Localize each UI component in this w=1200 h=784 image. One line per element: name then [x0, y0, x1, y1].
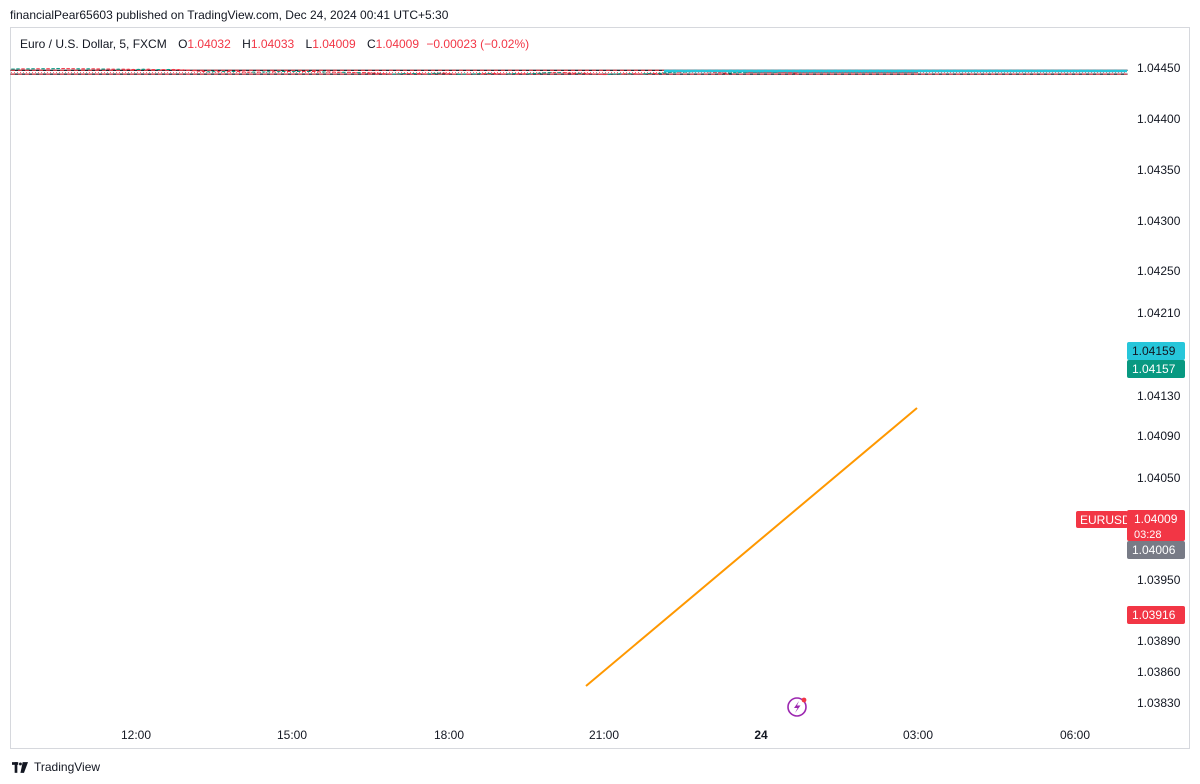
legend-symbol: Euro / U.S. Dollar, 5, FXCM	[20, 37, 167, 51]
legend-high: 1.04033	[250, 37, 295, 51]
chart-frame	[10, 27, 1190, 749]
legend-change: −0.00023 (−0.02%)	[426, 37, 530, 51]
legend-open: 1.04032	[187, 37, 231, 51]
footer-brand: TradingView	[34, 760, 101, 774]
legend-low: 1.04009	[312, 37, 356, 51]
legend-close-label: C	[366, 37, 376, 51]
footer: TradingView	[12, 760, 100, 774]
legend-high-label: H	[242, 37, 251, 51]
legend-open-label: O	[178, 37, 188, 51]
chart-legend: Euro / U.S. Dollar, 5, FXCM O1.04032 H1.…	[20, 37, 529, 51]
legend-close: 1.04009	[375, 37, 420, 51]
publish-info: financialPear65603 published on TradingV…	[10, 8, 449, 22]
tradingview-logo-icon	[12, 761, 28, 773]
legend-low-label: L	[305, 37, 313, 51]
